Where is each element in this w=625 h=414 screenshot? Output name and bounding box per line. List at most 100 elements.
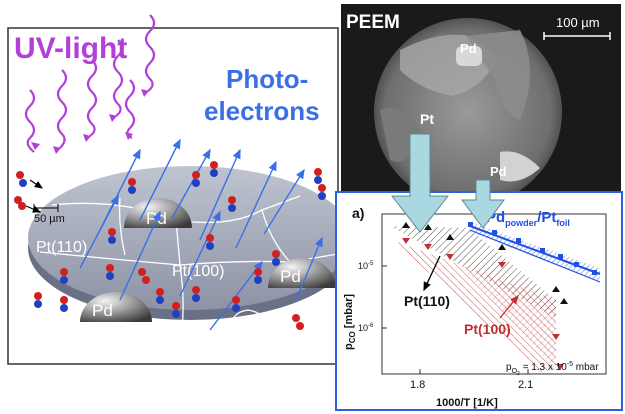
pt110-surface-label: Pt(110) (36, 239, 87, 256)
photoelectron-arrow (295, 236, 323, 301)
photoelectron-arrow (139, 138, 181, 221)
pd-point (492, 230, 497, 235)
uv-ray-heads (31, 89, 149, 154)
scale-bar-left-label: 50 µm (34, 213, 65, 225)
co-molecule (34, 292, 42, 308)
pd-point (558, 254, 563, 259)
y-tick-label: 10-5 (358, 261, 374, 271)
uv-ray (144, 14, 156, 92)
peem-scale-bar: 100 µm (543, 15, 611, 40)
x-tick-label: 1.8 (410, 379, 425, 391)
pt100-range-band-overlay (440, 244, 556, 370)
pd-point (592, 270, 597, 275)
uv-ray (112, 39, 124, 117)
co-molecule (210, 161, 218, 177)
co-molecule (232, 296, 240, 312)
pt110-point (552, 286, 560, 292)
co-molecule (206, 234, 214, 250)
pd-series (468, 222, 597, 275)
pt100-plot-label: Pt(100) (464, 321, 511, 337)
pd-point (468, 222, 473, 227)
uv-ray (86, 59, 98, 137)
co-molecule (106, 264, 114, 280)
pt110-point (498, 244, 506, 250)
pt100-pointer (499, 294, 519, 319)
peem-pd-bottom-label: Pd (490, 164, 507, 179)
uv-ray (124, 79, 136, 139)
uv-rays (24, 14, 156, 153)
co-molecule (192, 171, 200, 187)
co-molecule (14, 196, 26, 210)
x-tick-label: 2.1 (518, 379, 533, 391)
photoelectrons-label-line2: electrons (204, 96, 320, 126)
oxygen-pressure-condition: pO2 = 1.3 x 10-5 mbar (506, 361, 599, 377)
photoelectron-arrow (235, 160, 277, 249)
co-molecule (172, 302, 180, 318)
pd-point (574, 262, 579, 267)
pt100-point (498, 262, 506, 268)
pd-point (540, 248, 545, 253)
plot-panel-letter: a) (352, 205, 364, 221)
peem-title: PEEM (346, 12, 400, 33)
peem-scale-bar-label: 100 µm (556, 15, 600, 30)
co-molecule (228, 196, 236, 212)
pd-particle-label: Pd (280, 267, 301, 286)
pt100-point (552, 334, 560, 340)
photoelectrons-label-line1: Photo- (226, 64, 308, 94)
pt100-surface-label: Pt(100) (172, 263, 224, 280)
peem-pd-top-label: Pd (460, 41, 477, 56)
molecule-flow-arrows (25, 179, 43, 213)
co-molecule (318, 184, 326, 200)
pt110-pointer (423, 255, 441, 292)
co-molecule (16, 171, 27, 187)
connector-arrows (390, 133, 505, 233)
photoelectron-arrow (119, 210, 161, 301)
y-axis-label: pCO [mbar] (343, 294, 357, 350)
co-molecule (128, 178, 136, 194)
co-molecule (314, 168, 322, 184)
co-molecule (60, 296, 68, 312)
adsorbed-molecules (14, 161, 326, 330)
photoelectron-arrow (199, 148, 241, 241)
pt110-point (446, 234, 454, 240)
pt110-point (560, 298, 568, 304)
x-axis-label: 1000/T [1/K] (436, 397, 498, 409)
uv-light-label: UV-light (14, 32, 127, 65)
pd-connector-arrow (461, 179, 505, 229)
co-molecule (108, 228, 116, 244)
peem-pd-particle (456, 46, 482, 66)
photoelectron-arrow (263, 168, 305, 235)
co-molecule (138, 268, 150, 284)
photoelectron-arrow (79, 194, 119, 269)
peem-pd-particle (500, 151, 540, 182)
pt100-point (402, 238, 410, 244)
disk-top (28, 166, 352, 310)
pt100-point (446, 254, 454, 260)
pt-connector-arrow (390, 133, 450, 233)
pd-particle: Pd (268, 258, 336, 288)
co-molecule (254, 268, 262, 284)
pd-point (516, 238, 521, 243)
co-molecule (272, 250, 280, 266)
pt100-series (402, 238, 564, 370)
pt110-series (402, 222, 568, 304)
photoelectron-arrow (179, 210, 221, 297)
y-tick-label: 10-6 (358, 323, 374, 333)
pt100-range-band (392, 240, 556, 372)
co-molecule (156, 288, 164, 304)
pt110-point (424, 224, 432, 230)
co-molecule (292, 314, 304, 330)
pd-particle: Pd (80, 292, 152, 322)
uv-ray (56, 69, 68, 149)
pt110-plot-label: Pt(110) (404, 293, 450, 309)
pd-particle-label: Pd (92, 301, 113, 320)
plot-panel: a) (335, 191, 623, 411)
pt100-point (556, 364, 564, 370)
co-molecule (60, 268, 68, 284)
peem-pt-label: Pt (420, 111, 434, 127)
left-panel: UV-light Photo- electrons 50 µm (7, 14, 352, 365)
pd-fit-line-lower (469, 229, 601, 283)
co-molecule (192, 286, 200, 302)
peem-panel: PEEM 100 µm Pd Pt Pd (341, 4, 621, 206)
